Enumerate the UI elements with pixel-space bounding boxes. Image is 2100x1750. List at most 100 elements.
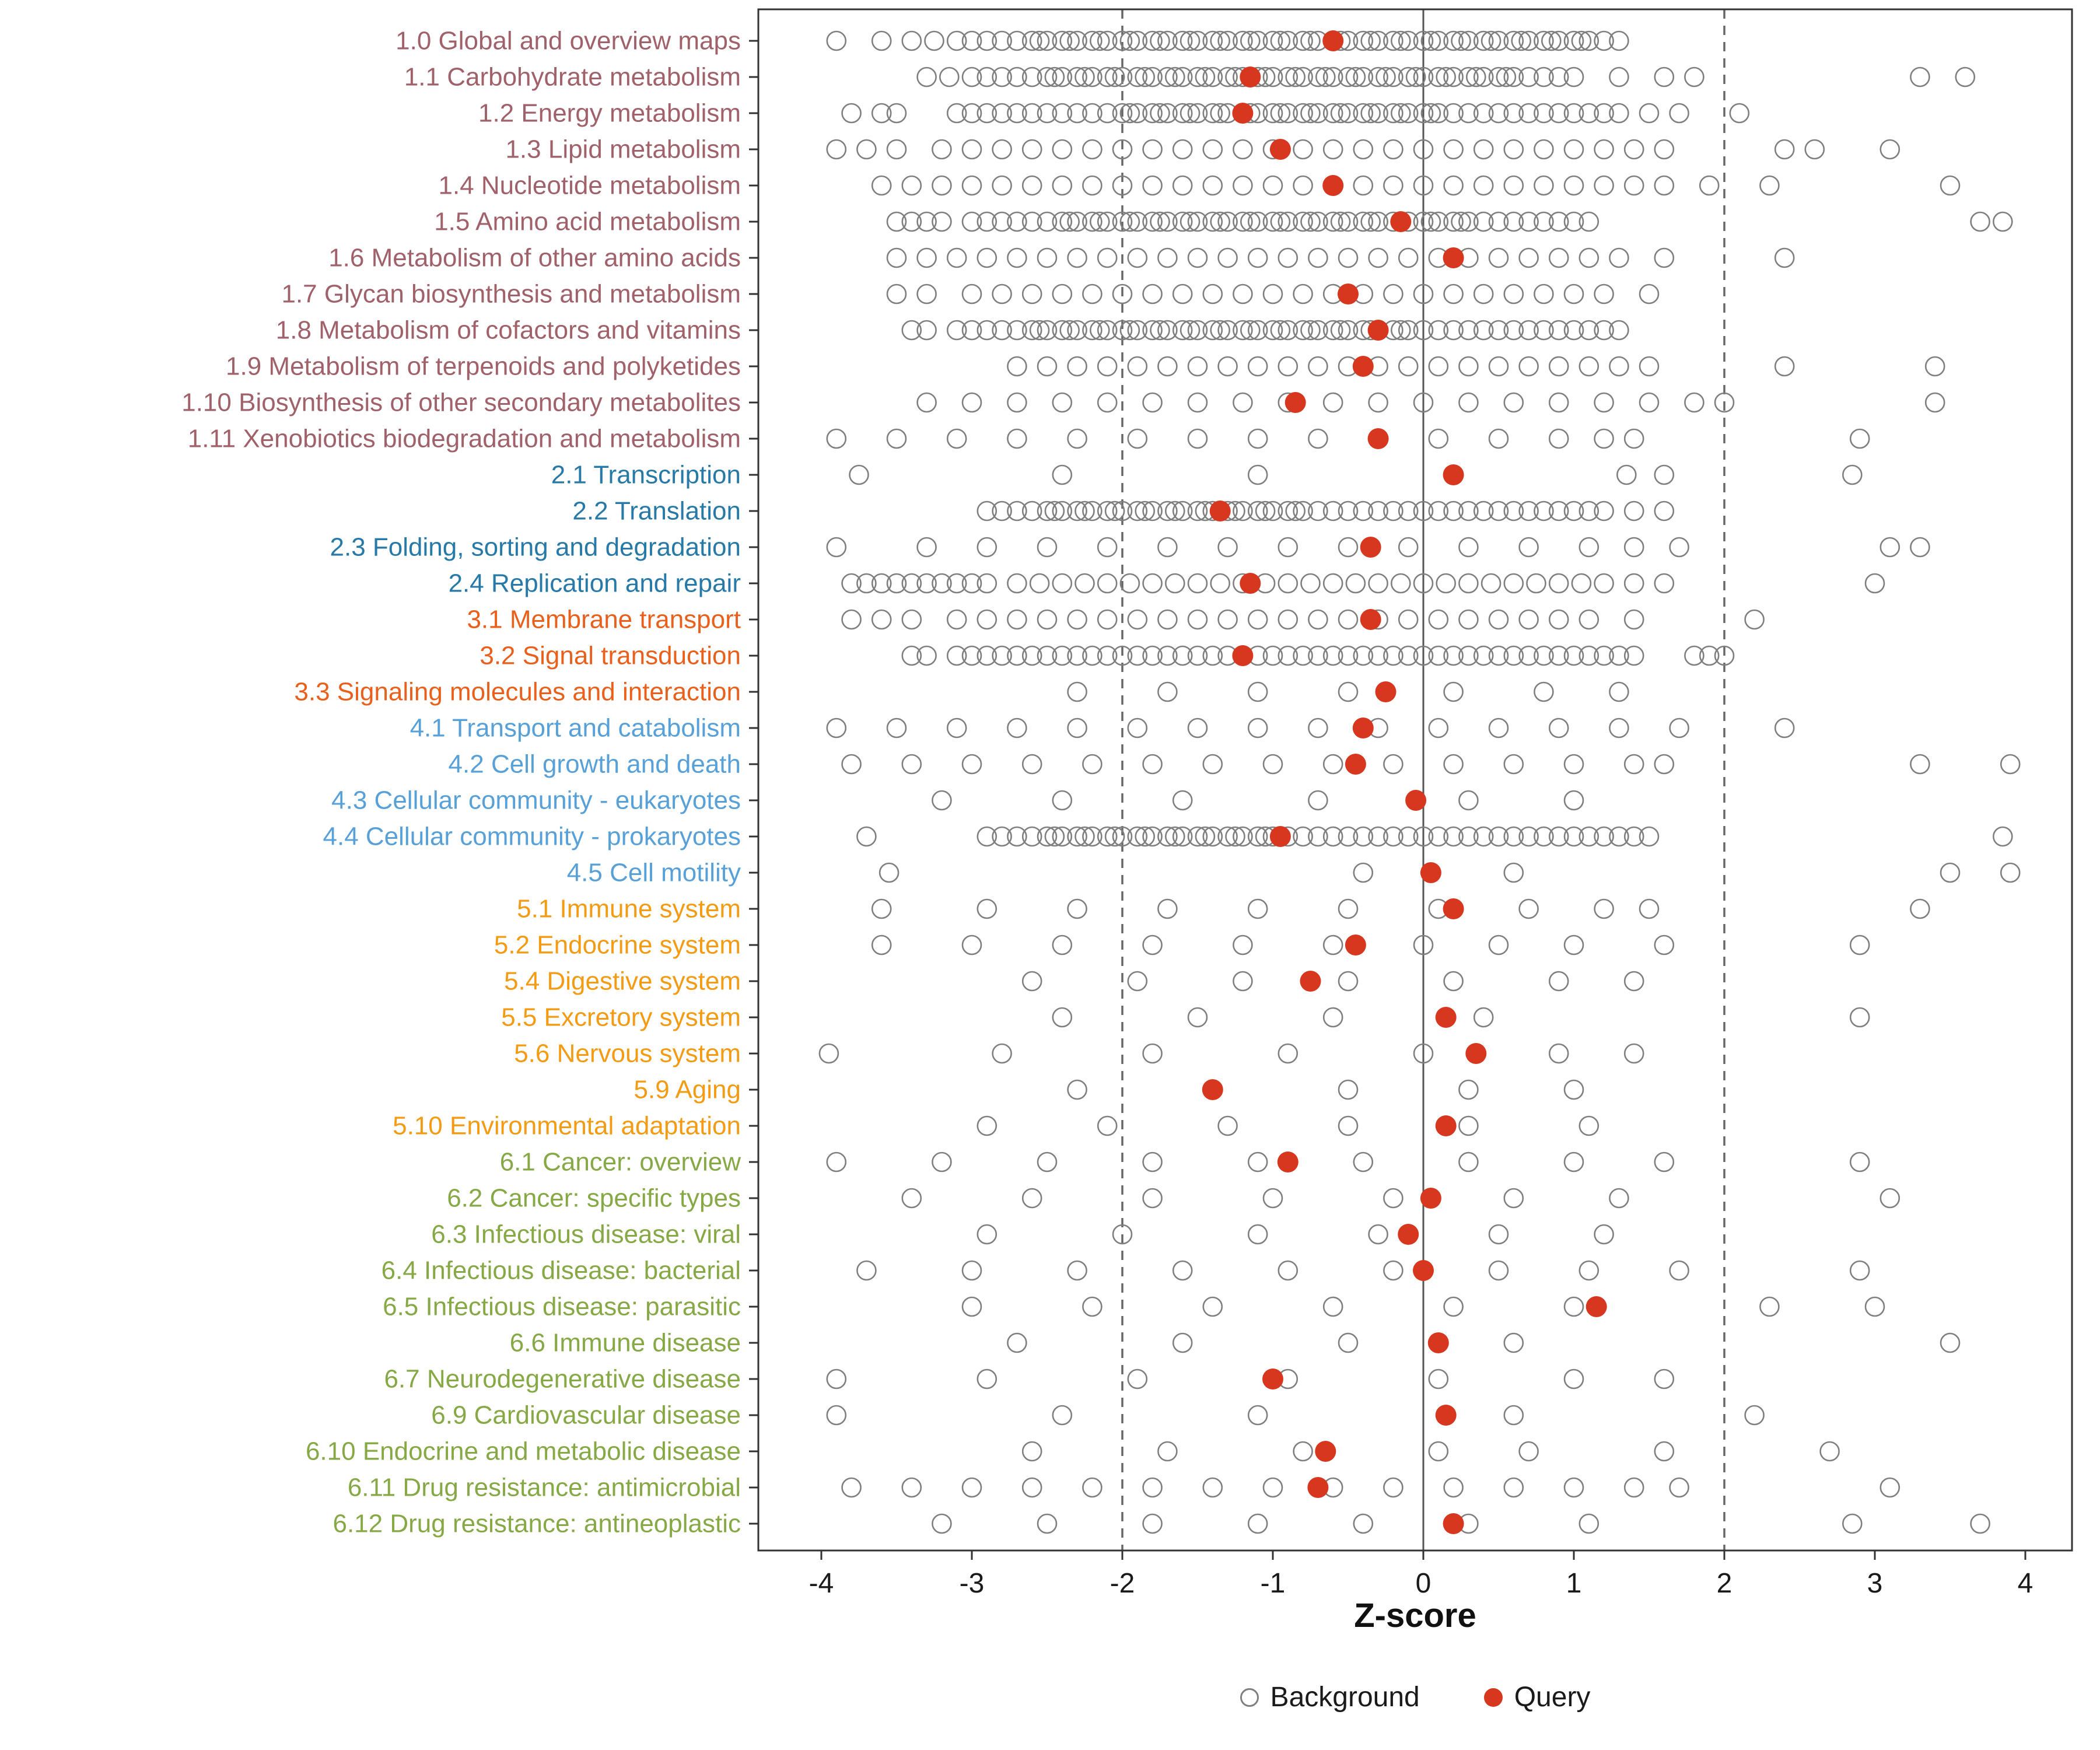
background-point: [1112, 826, 1133, 847]
y-axis-label: 5.1 Immune system: [517, 895, 741, 923]
background-point: [826, 718, 847, 738]
background-point: [946, 718, 967, 738]
background-point: [1142, 392, 1163, 413]
background-point: [916, 573, 937, 594]
background-point: [1880, 537, 1901, 558]
background-point: [1458, 103, 1479, 124]
background-point: [1278, 573, 1298, 594]
background-point: [1202, 754, 1223, 775]
background-point: [1609, 356, 1629, 377]
background-point: [1413, 139, 1434, 160]
background-point: [946, 573, 967, 594]
background-point: [1112, 175, 1133, 196]
background-point: [1548, 392, 1569, 413]
background-point: [1157, 30, 1178, 51]
background-point: [1247, 464, 1268, 485]
background-point: [826, 139, 847, 160]
background-point: [1142, 175, 1163, 196]
background-point: [1021, 1477, 1042, 1498]
background-point: [1398, 320, 1419, 341]
background-point: [1247, 501, 1268, 522]
background-point: [1353, 103, 1374, 124]
background-point: [1097, 826, 1118, 847]
background-point: [946, 645, 967, 666]
background-point: [1074, 826, 1095, 847]
background-point: [1037, 30, 1058, 51]
background-point: [1503, 139, 1524, 160]
background-point: [1029, 573, 1050, 594]
background-point: [1165, 573, 1185, 594]
background-point: [1488, 609, 1509, 630]
background-point: [1578, 320, 1600, 341]
background-point: [992, 501, 1012, 522]
background-point: [1330, 211, 1351, 232]
background-point: [1473, 211, 1494, 232]
background-point: [1338, 211, 1359, 232]
background-point: [1029, 320, 1050, 341]
background-point: [1142, 1477, 1163, 1498]
background-point: [1052, 645, 1073, 666]
background-point: [916, 211, 937, 232]
x-tick-label: 0: [1416, 1568, 1432, 1599]
background-point: [1353, 645, 1374, 666]
background-point: [1007, 718, 1027, 738]
background-point: [916, 392, 937, 413]
background-point: [1849, 1260, 1870, 1281]
background-point: [1150, 103, 1170, 124]
background-point: [1217, 320, 1238, 341]
background-point: [1451, 211, 1471, 232]
background-point: [1563, 1296, 1584, 1317]
background-point: [1037, 609, 1058, 630]
background-point: [1428, 211, 1449, 232]
background-point: [1398, 826, 1419, 847]
background-point: [1052, 66, 1073, 88]
background-point: [1278, 320, 1298, 341]
background-point: [916, 645, 937, 666]
background-point: [1187, 30, 1208, 51]
background-point: [1262, 211, 1283, 232]
background-point: [1849, 1007, 1870, 1028]
background-point: [1127, 718, 1148, 738]
background-point: [1563, 790, 1584, 811]
background-point: [1360, 30, 1381, 51]
background-point: [1669, 103, 1689, 124]
background-point: [1436, 66, 1456, 88]
background-point: [1654, 66, 1675, 88]
background-point: [1669, 1477, 1689, 1498]
query-point: [1232, 103, 1254, 124]
background-point: [886, 103, 907, 124]
background-point: [946, 609, 967, 630]
background-point: [992, 139, 1012, 160]
panel-border: [757, 8, 2073, 1552]
background-point: [1413, 175, 1434, 196]
background-point: [1383, 103, 1404, 124]
background-point: [1074, 501, 1095, 522]
query-point: [1345, 754, 1366, 775]
background-point: [932, 175, 952, 196]
background-point: [1413, 573, 1434, 594]
background-point: [1503, 1332, 1524, 1353]
background-point: [1864, 573, 1885, 594]
y-axis-label: 1.2 Energy metabolism: [478, 99, 741, 128]
background-point: [1338, 1079, 1359, 1100]
background-point: [1293, 501, 1313, 522]
background-point: [1594, 284, 1614, 304]
background-point: [1428, 66, 1449, 88]
background-point: [1082, 175, 1102, 196]
background-point: [901, 320, 922, 341]
background-point: [1233, 320, 1253, 341]
background-point: [1623, 175, 1644, 196]
background-point: [1293, 320, 1313, 341]
background-point: [1443, 320, 1464, 341]
background-point: [916, 284, 937, 304]
background-point: [961, 935, 982, 956]
background-point: [1353, 175, 1374, 196]
background-point: [1548, 428, 1569, 449]
background-point: [924, 30, 944, 51]
background-point: [961, 1477, 982, 1498]
background-point: [1563, 211, 1584, 232]
background-point: [871, 898, 892, 919]
y-axis-label: 4.5 Cell motility: [567, 859, 741, 887]
background-point: [1623, 573, 1644, 594]
query-point: [1435, 1115, 1457, 1136]
